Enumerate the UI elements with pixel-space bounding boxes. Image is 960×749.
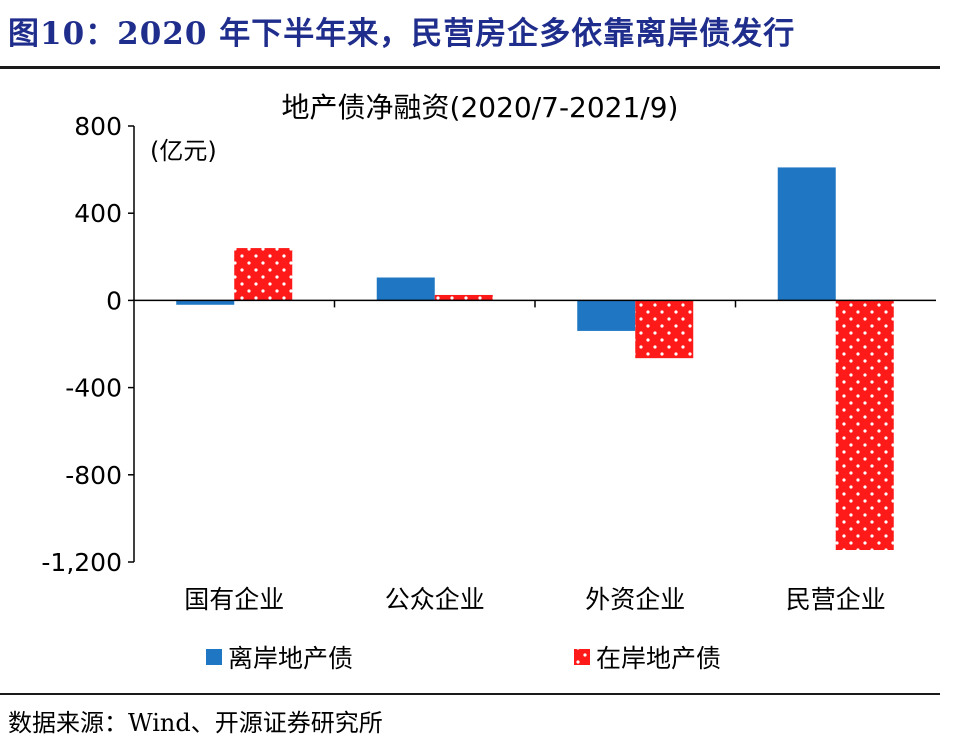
y-tick-label: 400 [74, 199, 122, 228]
bottom-rule [0, 693, 940, 695]
source-note: 数据来源：Wind、开源证券研究所 [8, 709, 383, 737]
bar-onshore-1 [434, 294, 493, 301]
legend-label: 离岸地产债 [228, 644, 353, 673]
legend-swatch [574, 649, 590, 665]
bar-offshore-0 [176, 300, 235, 305]
x-tick-label: 国有企业 [184, 585, 284, 614]
bar-offshore-3 [777, 167, 836, 301]
bar-chart: 地产债净融资(2020/7-2021/9) (亿元) 800 400 0 -400 -8… [41, 91, 936, 673]
bar-offshore-2 [577, 300, 636, 331]
top-rule [0, 66, 940, 69]
x-tick-label: 民营企业 [786, 585, 886, 614]
x-tick-label: 外资企业 [585, 585, 685, 614]
y-tick-label: -400 [65, 374, 122, 403]
y-tick-label: 0 [106, 286, 122, 315]
y-tick-label: -1,200 [41, 548, 122, 577]
figure-title: 图10：2020 年下半年来，民营房企多依靠离岸债发行 [8, 16, 796, 52]
chart-title: 地产债净融资(2020/7-2021/9) [282, 91, 679, 124]
legend-label: 在岸地产债 [596, 644, 721, 673]
legend-swatch [206, 649, 222, 665]
unit-label: (亿元) [150, 137, 217, 165]
y-tick-label: 800 [74, 112, 122, 141]
x-tick-label: 公众企业 [385, 585, 485, 614]
bar-offshore-1 [376, 277, 435, 301]
bar-onshore-2 [635, 300, 694, 359]
y-tick-label: -800 [65, 461, 122, 490]
bar-onshore-0 [234, 248, 293, 301]
bar-onshore-3 [835, 300, 894, 551]
